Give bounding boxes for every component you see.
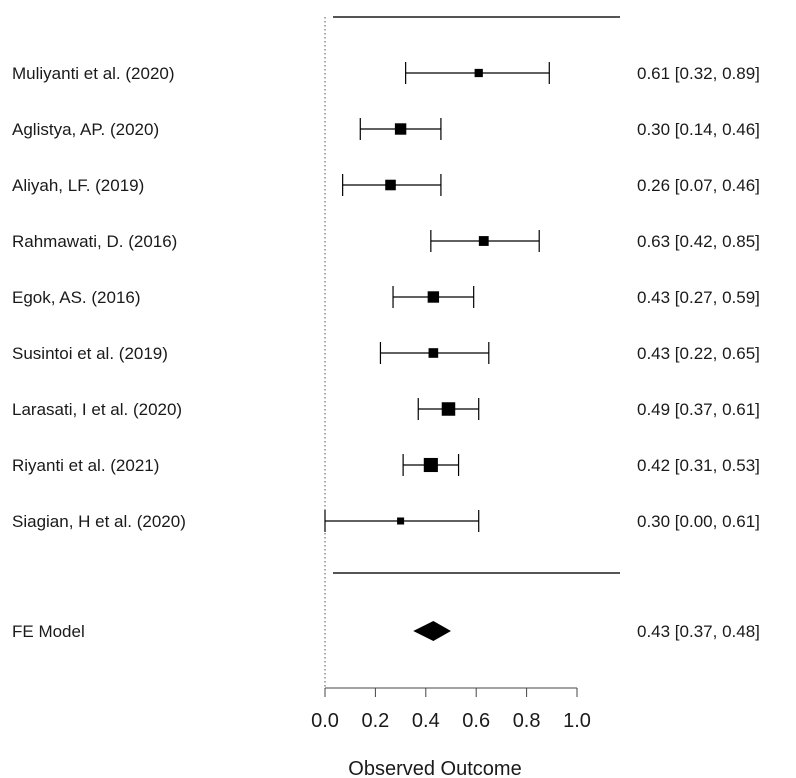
- ci-label: 0.61 [0.32, 0.89]: [637, 64, 760, 83]
- summary-label: FE Model: [12, 622, 85, 641]
- x-axis-title: Observed Outcome: [348, 758, 521, 778]
- ci-label: 0.43 [0.27, 0.59]: [637, 288, 760, 307]
- ci-label: 0.49 [0.37, 0.61]: [637, 400, 760, 419]
- study-label: Siagian, H et al. (2020): [12, 512, 186, 531]
- ci-label: 0.42 [0.31, 0.53]: [637, 456, 760, 475]
- study-row: Susintoi et al. (2019) 0.43 [0.22, 0.65]: [12, 342, 760, 364]
- study-label: Susintoi et al. (2019): [12, 344, 168, 363]
- point-estimate-marker: [441, 402, 456, 416]
- x-axis: 0.0 0.2 0.4 0.6 0.8 1.0: [311, 687, 591, 732]
- summary-diamond: [413, 621, 451, 641]
- study-rows: Muliyanti et al. (2020) 0.61 [0.32, 0.89]…: [12, 62, 760, 532]
- point-estimate-marker: [428, 348, 439, 358]
- study-row: Rahmawati, D. (2016) 0.63 [0.42, 0.85]: [12, 230, 760, 252]
- study-row: Aglistya, AP. (2020) 0.30 [0.14, 0.46]: [12, 118, 760, 140]
- point-estimate-marker: [397, 517, 405, 525]
- study-row: Siagian, H et al. (2020) 0.30 [0.00, 0.61…: [12, 510, 760, 532]
- study-label: Rahmawati, D. (2016): [12, 232, 177, 251]
- x-tick-label: 0.2: [361, 710, 389, 732]
- summary-row: FE Model 0.43 [0.37, 0.48]: [12, 621, 760, 641]
- study-row: Muliyanti et al. (2020) 0.61 [0.32, 0.89]: [12, 62, 760, 84]
- point-estimate-marker: [427, 291, 440, 303]
- study-row: Egok, AS. (2016) 0.43 [0.27, 0.59]: [12, 286, 760, 308]
- study-label: Aglistya, AP. (2020): [12, 120, 159, 139]
- study-label: Muliyanti et al. (2020): [12, 64, 175, 83]
- point-estimate-marker: [474, 68, 483, 78]
- x-tick-label: 1.0: [563, 710, 591, 732]
- ci-label: 0.43 [0.22, 0.65]: [637, 344, 760, 363]
- point-estimate-marker: [423, 457, 438, 473]
- point-estimate-marker: [385, 179, 396, 191]
- study-label: Riyanti et al. (2021): [12, 456, 159, 475]
- ci-label: 0.63 [0.42, 0.85]: [637, 232, 760, 251]
- x-tick-label: 0.0: [311, 710, 339, 732]
- point-estimate-marker: [394, 123, 407, 135]
- x-tick-label: 0.8: [513, 710, 541, 732]
- x-tick-label: 0.6: [462, 710, 490, 732]
- study-row: Aliyah, LF. (2019) 0.26 [0.07, 0.46]: [12, 174, 760, 196]
- ci-label: 0.30 [0.00, 0.61]: [637, 512, 760, 531]
- study-row: Larasati, I et al. (2020) 0.49 [0.37, 0.6…: [12, 398, 760, 420]
- ci-label: 0.26 [0.07, 0.46]: [637, 176, 760, 195]
- study-row: Riyanti et al. (2021) 0.42 [0.31, 0.53]: [12, 454, 760, 476]
- study-label: Egok, AS. (2016): [12, 288, 141, 307]
- study-label: Aliyah, LF. (2019): [12, 176, 144, 195]
- study-label: Larasati, I et al. (2020): [12, 400, 182, 419]
- point-estimate-marker: [478, 236, 489, 246]
- summary-ci-label: 0.43 [0.37, 0.48]: [637, 622, 760, 641]
- ci-label: 0.30 [0.14, 0.46]: [637, 120, 760, 139]
- x-tick-label: 0.4: [412, 710, 440, 732]
